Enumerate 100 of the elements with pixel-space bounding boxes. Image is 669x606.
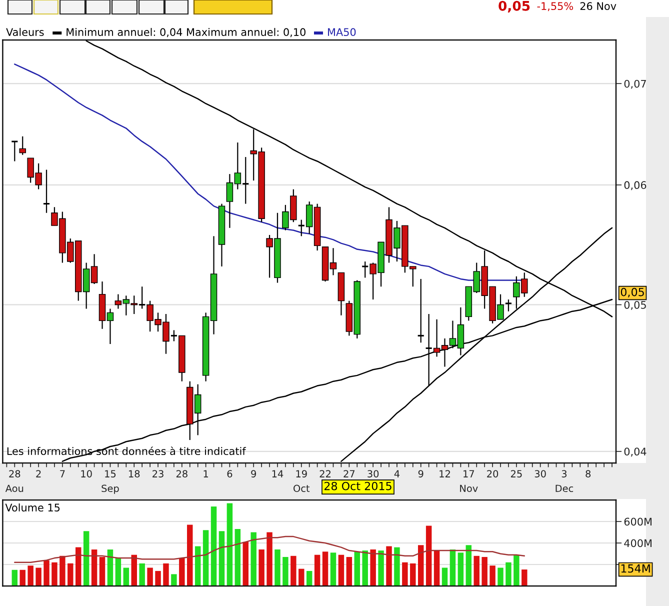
bar bbox=[386, 546, 392, 586]
bar bbox=[498, 568, 504, 586]
x-tick-label: 4 bbox=[394, 470, 400, 478]
x-tick-label: 22 bbox=[320, 470, 330, 478]
text: 0,05 bbox=[498, 0, 530, 13]
bar bbox=[210, 506, 217, 586]
bar bbox=[12, 570, 18, 586]
bar bbox=[354, 552, 360, 586]
x-tick-label: 28 bbox=[176, 470, 188, 478]
bar bbox=[258, 549, 264, 586]
bar bbox=[52, 562, 58, 586]
x-tick-label: 3 Dec bbox=[556, 470, 574, 492]
legend-title: Valeurs bbox=[6, 28, 44, 36]
bar bbox=[202, 530, 209, 586]
bar bbox=[290, 556, 296, 586]
bar bbox=[155, 570, 161, 586]
y-tick-label: 0,05 bbox=[624, 300, 646, 310]
bar bbox=[68, 563, 74, 586]
x-tick-label: 2 bbox=[36, 470, 41, 478]
bar bbox=[20, 570, 26, 586]
y-tick-label: 600M bbox=[624, 518, 652, 526]
bar bbox=[434, 550, 440, 586]
x-tick-label: 1 bbox=[204, 470, 208, 478]
bar bbox=[282, 556, 288, 586]
bar bbox=[466, 545, 472, 586]
bar bbox=[60, 556, 66, 586]
bar bbox=[266, 532, 272, 586]
y-tick-label: 400M bbox=[624, 539, 652, 548]
bar bbox=[370, 549, 376, 586]
bar bbox=[147, 568, 153, 586]
bar bbox=[474, 556, 480, 586]
bar bbox=[218, 531, 225, 586]
bar bbox=[274, 549, 280, 586]
bar bbox=[506, 562, 512, 586]
x-tick-label: 12 bbox=[440, 470, 450, 478]
bar bbox=[330, 552, 336, 586]
bar bbox=[442, 568, 448, 586]
bar bbox=[234, 529, 241, 586]
bar bbox=[298, 568, 304, 586]
bar bbox=[194, 546, 201, 586]
text: -1,55% bbox=[537, 2, 574, 12]
bar bbox=[378, 550, 384, 586]
x-tick-label: 25 bbox=[510, 470, 522, 478]
bar bbox=[338, 554, 344, 586]
bar bbox=[490, 566, 496, 586]
legend-label: MA50 bbox=[328, 28, 356, 36]
x-tick-label: 8 bbox=[586, 470, 591, 478]
bar bbox=[163, 563, 169, 586]
bar bbox=[242, 542, 248, 586]
x-tick-label: 23 bbox=[152, 470, 164, 478]
text: 28 Oct 2015 bbox=[324, 482, 392, 490]
annotation: Les informations sont données à titre indicatif bbox=[7, 446, 246, 456]
bar bbox=[394, 547, 400, 586]
bar bbox=[226, 503, 233, 586]
bar bbox=[131, 554, 137, 586]
bar bbox=[123, 568, 130, 586]
x-tick-label: 19 Oct bbox=[294, 470, 310, 492]
x-tick-label: 18 bbox=[129, 470, 140, 478]
bar bbox=[362, 550, 368, 586]
chart-title: Volume 15 bbox=[5, 503, 60, 512]
bar bbox=[402, 562, 408, 586]
bar bbox=[187, 524, 193, 586]
bar bbox=[250, 532, 256, 586]
y-tick-label: 0,06 bbox=[624, 181, 646, 190]
x-tick-label: 6 bbox=[227, 470, 232, 478]
bar bbox=[522, 569, 528, 586]
bar bbox=[76, 547, 82, 586]
bar bbox=[306, 570, 312, 586]
candlestick bbox=[504, 298, 512, 312]
x-tick-label: 20 bbox=[487, 470, 498, 478]
x-tick-label: 15 Sep bbox=[102, 470, 119, 494]
y-tick-label: 0,07 bbox=[624, 80, 646, 89]
bar bbox=[346, 556, 352, 586]
line-series bbox=[14, 536, 526, 563]
chart-subtitle: Minimum annuel: 0,04 Maximum annuel: 0,10 bbox=[66, 28, 306, 38]
y-tick-label: 0,04 bbox=[624, 448, 646, 457]
bar bbox=[322, 552, 328, 586]
bar bbox=[44, 560, 50, 586]
bar bbox=[83, 531, 90, 586]
candlestick bbox=[42, 169, 50, 214]
x-tick-label: 10 bbox=[81, 470, 92, 478]
x-tick-label: 28 Aou bbox=[5, 470, 24, 492]
x-tick-label: 7 bbox=[60, 470, 65, 478]
candlestick bbox=[417, 278, 425, 344]
bar bbox=[458, 552, 464, 586]
bar bbox=[482, 556, 488, 586]
bar bbox=[36, 568, 42, 586]
text: 26 Nov bbox=[580, 2, 616, 10]
x-tick-label: 17 Nov bbox=[460, 470, 478, 492]
bar bbox=[314, 554, 320, 586]
candlestick bbox=[10, 140, 18, 162]
bar bbox=[418, 545, 424, 586]
x-tick-label: 30 bbox=[534, 470, 546, 478]
bar bbox=[28, 566, 34, 586]
annotation: 154M bbox=[621, 564, 650, 573]
bar bbox=[107, 549, 114, 586]
bar bbox=[179, 558, 185, 586]
bar bbox=[450, 549, 456, 586]
x-tick-label: 9 bbox=[418, 470, 424, 478]
bar bbox=[514, 554, 520, 586]
